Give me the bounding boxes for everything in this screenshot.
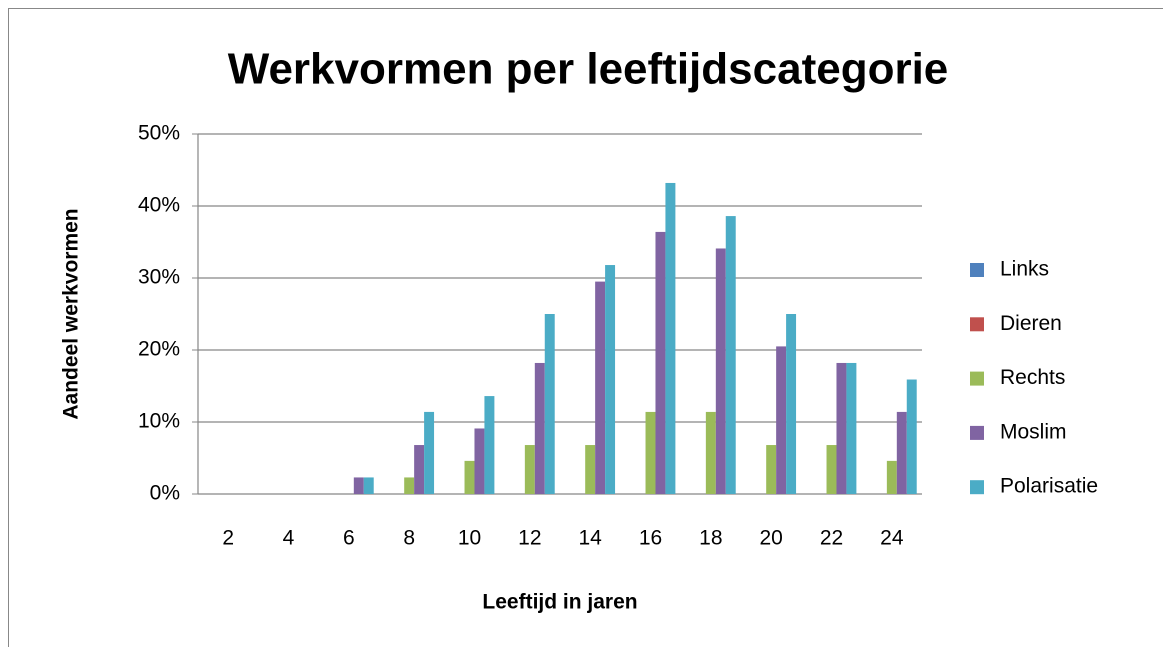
y-tick-label: 40% xyxy=(138,194,180,217)
x-tick-label: 20 xyxy=(759,527,782,550)
bar xyxy=(826,445,837,494)
legend-label: Links xyxy=(1000,258,1049,281)
bar xyxy=(705,411,716,494)
bar xyxy=(414,445,425,494)
x-tick-label: 8 xyxy=(403,527,415,550)
bar xyxy=(484,396,495,494)
bar xyxy=(645,411,656,494)
legend-swatch xyxy=(970,371,984,386)
x-tick-label: 24 xyxy=(880,527,904,550)
bar xyxy=(786,314,797,494)
bar xyxy=(846,362,857,494)
bar xyxy=(424,411,435,494)
y-tick-label: 50% xyxy=(138,122,180,145)
bar xyxy=(474,428,485,494)
bar xyxy=(655,231,666,495)
bar xyxy=(715,248,726,494)
y-tick-label: 20% xyxy=(138,338,180,361)
y-tick-label: 0% xyxy=(150,482,180,505)
bar xyxy=(906,379,917,494)
bar xyxy=(886,460,897,494)
bar xyxy=(404,477,415,494)
legend-swatch xyxy=(970,425,984,440)
x-tick-label: 18 xyxy=(699,527,722,550)
x-tick-label: 4 xyxy=(283,527,295,550)
chart-frame xyxy=(8,8,1163,647)
x-axis-label: Leeftijd in jaren xyxy=(482,591,637,614)
bar xyxy=(534,362,545,494)
bar xyxy=(353,477,364,494)
x-tick-label: 22 xyxy=(820,527,843,550)
bar xyxy=(363,477,374,494)
bar xyxy=(725,216,736,494)
bar xyxy=(605,265,616,494)
x-tick-label: 14 xyxy=(578,527,602,550)
legend-label: Moslim xyxy=(1000,420,1067,443)
bar xyxy=(836,362,847,494)
bar xyxy=(766,445,777,494)
bar xyxy=(595,281,606,494)
x-tick-label: 16 xyxy=(639,527,662,550)
legend-label: Dieren xyxy=(1000,312,1062,335)
legend-swatch xyxy=(970,263,984,277)
bar xyxy=(464,460,475,494)
x-tick-label: 12 xyxy=(518,527,541,550)
bar xyxy=(896,411,907,494)
x-tick-label: 2 xyxy=(222,527,234,550)
bar xyxy=(524,445,535,494)
chart-title: Werkvormen per leeftijdscategorie xyxy=(228,45,949,94)
x-tick-label: 10 xyxy=(458,527,481,550)
bar xyxy=(544,314,555,494)
bar xyxy=(776,346,787,494)
legend-label: Polarisatie xyxy=(1000,475,1098,498)
bar xyxy=(665,182,676,494)
bar xyxy=(585,445,596,494)
legend-swatch xyxy=(970,317,984,332)
y-axis-label: Aandeel werkvormen xyxy=(60,208,83,419)
x-tick-label: 6 xyxy=(343,527,355,550)
y-tick-label: 10% xyxy=(138,410,180,433)
y-tick-label: 30% xyxy=(138,266,180,289)
legend-label: Rechts xyxy=(1000,366,1065,389)
legend-swatch xyxy=(970,480,984,495)
